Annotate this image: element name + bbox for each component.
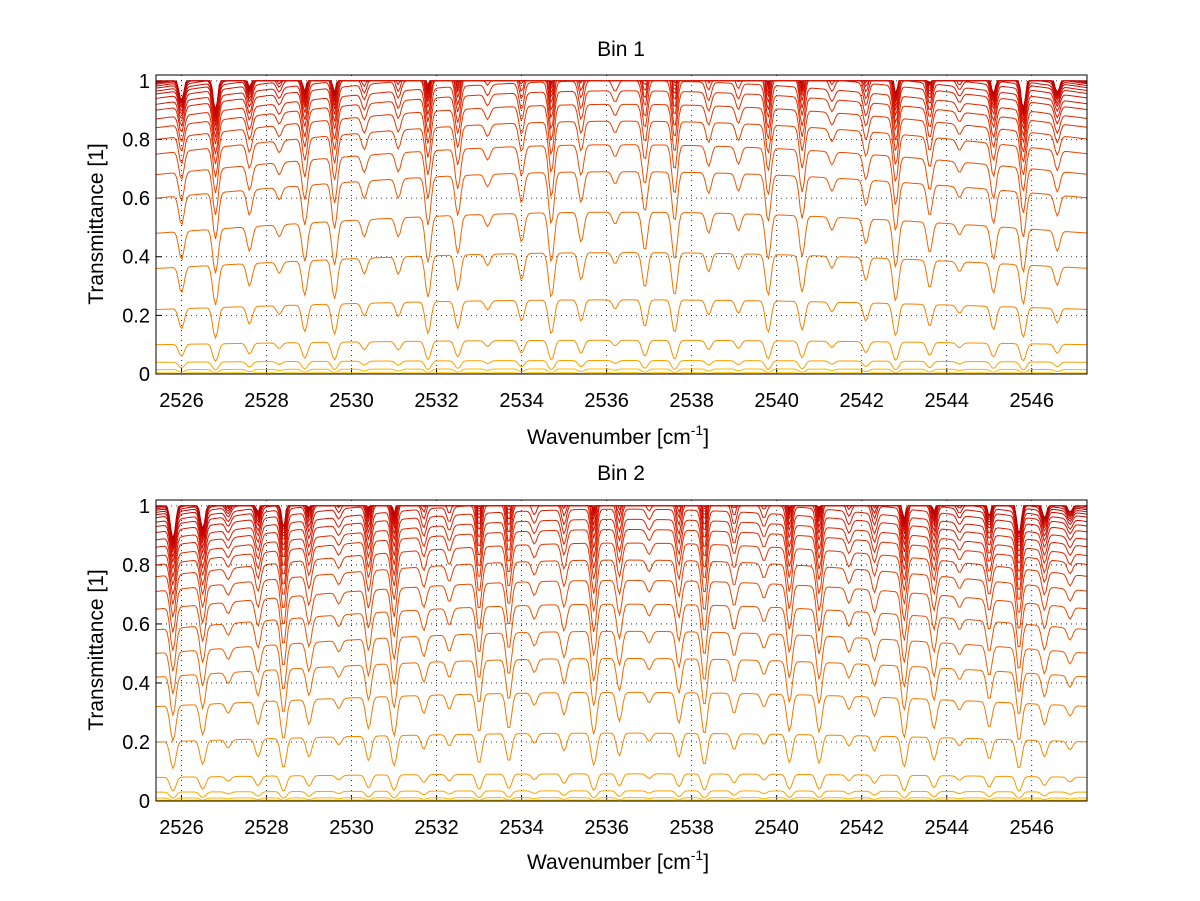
y-tick-label: 1 bbox=[139, 496, 150, 518]
x-axis-label: Wavenumber [cm-1] bbox=[527, 422, 709, 449]
x-tick-label: 2536 bbox=[584, 817, 629, 839]
x-tick-label: 2540 bbox=[754, 817, 799, 839]
y-tick-label: 0.8 bbox=[122, 129, 150, 151]
series-lines bbox=[155, 505, 1088, 802]
x-tick-label: 2530 bbox=[329, 817, 374, 839]
series-line bbox=[155, 505, 1088, 558]
x-tick-labels: 2526 2528 2530 2532 2534 2536 2538 2540 2542 2544… bbox=[159, 817, 1054, 839]
series-line bbox=[155, 360, 1088, 371]
series-line bbox=[155, 90, 1088, 165]
y-tick-labels: 0 0.2 0.4 0.6 0.8 1 bbox=[122, 71, 150, 386]
series-line bbox=[155, 252, 1088, 306]
series-line bbox=[155, 144, 1088, 216]
y-axis-label: Transmittance [1] bbox=[85, 143, 108, 304]
panel-bin-1: Bin 1 2526 2528 2530 2532 2534 2536 2538 2540 25… bbox=[85, 38, 1088, 449]
y-tick-label: 0.8 bbox=[122, 555, 150, 577]
x-tick-label: 2544 bbox=[924, 390, 969, 412]
series-line bbox=[156, 368, 1087, 374]
grid-lines bbox=[156, 500, 1087, 802]
x-tick-label: 2544 bbox=[924, 817, 969, 839]
series-line bbox=[155, 80, 1088, 145]
series-line bbox=[155, 790, 1088, 799]
series-line bbox=[155, 80, 1088, 138]
grid-lines bbox=[156, 75, 1087, 375]
series-line bbox=[156, 372, 1088, 375]
x-tick-label: 2530 bbox=[329, 390, 374, 412]
series-line bbox=[155, 773, 1088, 792]
x-tick-label: 2528 bbox=[244, 817, 289, 839]
series-line bbox=[156, 797, 1087, 801]
x-tick-label: 2536 bbox=[584, 390, 629, 412]
x-tick-label: 2534 bbox=[499, 817, 544, 839]
x-tick-labels: 2526 2528 2530 2532 2534 2536 2538 2540 2542 2544… bbox=[159, 390, 1054, 412]
series-line bbox=[155, 529, 1088, 605]
series-line bbox=[155, 508, 1088, 586]
x-tick-label: 2526 bbox=[159, 817, 204, 839]
y-tick-label: 0.6 bbox=[122, 188, 150, 210]
plot-frame bbox=[155, 74, 1088, 375]
x-tick-label: 2542 bbox=[839, 390, 884, 412]
series-line bbox=[155, 542, 1088, 618]
y-tick-label: 0 bbox=[139, 364, 150, 386]
y-tick-label: 0.4 bbox=[122, 247, 150, 269]
x-axis-label: Wavenumber [cm-1] bbox=[527, 847, 709, 874]
x-tick-label: 2526 bbox=[159, 390, 204, 412]
x-tick-label: 2540 bbox=[754, 390, 799, 412]
chart-title: Bin 1 bbox=[597, 38, 645, 61]
series-line bbox=[155, 603, 1088, 672]
x-tick-label: 2532 bbox=[414, 817, 459, 839]
x-tick-label: 2534 bbox=[499, 390, 544, 412]
y-axis-label: Transmittance [1] bbox=[85, 569, 108, 730]
plot-frame bbox=[155, 499, 1088, 802]
x-tick-label: 2542 bbox=[839, 817, 884, 839]
series-line bbox=[155, 80, 1088, 126]
y-tick-label: 0.4 bbox=[122, 673, 150, 695]
y-tick-label: 0.6 bbox=[122, 614, 150, 636]
series-lines bbox=[155, 80, 1088, 375]
series-line bbox=[155, 518, 1088, 595]
series-line bbox=[155, 211, 1088, 274]
series-line bbox=[155, 630, 1088, 695]
series-line bbox=[155, 299, 1088, 340]
y-tick-labels: 0 0.2 0.4 0.6 0.8 1 bbox=[122, 496, 150, 813]
series-line bbox=[155, 657, 1088, 716]
x-tick-label: 2528 bbox=[244, 390, 289, 412]
series-line bbox=[155, 559, 1088, 633]
x-tick-label: 2538 bbox=[669, 817, 714, 839]
series-line bbox=[155, 505, 1088, 569]
series-line bbox=[155, 339, 1088, 363]
x-tick-label: 2532 bbox=[414, 390, 459, 412]
series-line bbox=[155, 732, 1088, 770]
panel-bin-2: Bin 2 2526 2528 2530 2532 2534 2536 2538 2540 25… bbox=[85, 462, 1088, 874]
series-line bbox=[155, 171, 1088, 240]
series-line bbox=[155, 103, 1088, 178]
series-line bbox=[155, 80, 1088, 155]
y-tick-label: 0.2 bbox=[122, 305, 150, 327]
series-line bbox=[155, 505, 1088, 563]
y-tick-label: 1 bbox=[139, 71, 150, 93]
series-line bbox=[155, 579, 1088, 651]
chart-title: Bin 2 bbox=[597, 462, 645, 485]
y-tick-label: 0.2 bbox=[122, 732, 150, 754]
y-tick-label: 0 bbox=[139, 791, 150, 813]
x-tick-label: 2546 bbox=[1009, 817, 1054, 839]
series-line bbox=[155, 691, 1088, 743]
series-line bbox=[155, 120, 1088, 194]
x-tick-label: 2546 bbox=[1009, 390, 1054, 412]
series-line bbox=[155, 505, 1088, 578]
x-tick-label: 2538 bbox=[669, 390, 714, 412]
